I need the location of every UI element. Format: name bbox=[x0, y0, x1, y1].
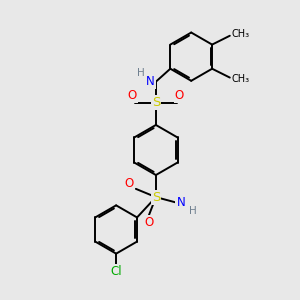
Text: H: H bbox=[137, 68, 145, 78]
Text: O: O bbox=[128, 89, 137, 102]
Text: O: O bbox=[144, 216, 153, 229]
Text: H: H bbox=[189, 206, 197, 216]
Text: N: N bbox=[146, 75, 155, 88]
Text: O: O bbox=[125, 177, 134, 190]
Text: Cl: Cl bbox=[110, 265, 122, 278]
Text: CH₃: CH₃ bbox=[231, 74, 249, 84]
Text: CH₃: CH₃ bbox=[231, 29, 249, 39]
Text: S: S bbox=[152, 190, 160, 204]
Text: N: N bbox=[176, 196, 185, 209]
Text: S: S bbox=[152, 96, 160, 110]
Text: O: O bbox=[175, 89, 184, 102]
